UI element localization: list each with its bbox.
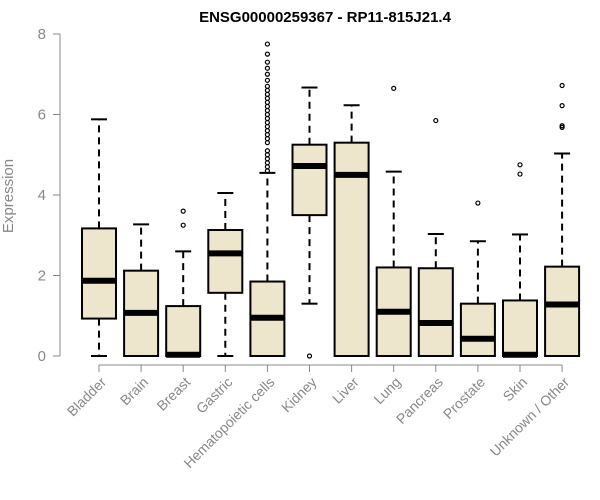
- outlier-point: [264, 103, 270, 110]
- x-tick-label: Bladder: [64, 374, 110, 420]
- iqr-box: [459, 302, 496, 357]
- outlier-point: [264, 152, 270, 158]
- outlier-point: [264, 71, 270, 77]
- outlier-point: [264, 107, 270, 114]
- outlier-point: [475, 200, 481, 206]
- y-tick-label: 8: [38, 26, 46, 43]
- iqr-box: [165, 305, 202, 357]
- box-group: [502, 162, 538, 358]
- outlier-point: [559, 103, 565, 109]
- outlier-point: [517, 162, 523, 168]
- x-tick-label: Skin: [500, 374, 531, 405]
- outlier-point: [264, 148, 270, 154]
- x-tick-label: Pancreas: [393, 374, 446, 427]
- iqr-box: [81, 227, 117, 320]
- outlier-point: [264, 119, 270, 126]
- box-group: [544, 82, 581, 357]
- outlier-point: [559, 82, 565, 89]
- outlier-point: [264, 160, 270, 166]
- box-group: [333, 104, 370, 357]
- iqr-box: [333, 141, 370, 357]
- box-group: [291, 86, 328, 359]
- x-tick-label: Liver: [329, 374, 362, 407]
- outlier-point: [264, 51, 270, 57]
- outlier-point: [264, 65, 270, 71]
- outlier-point: [180, 222, 186, 228]
- outlier-point: [264, 164, 270, 170]
- outlier-point: [391, 85, 397, 91]
- outlier-point: [264, 140, 270, 146]
- x-tick-label: Unknown / Other: [487, 374, 573, 460]
- iqr-box: [544, 265, 581, 357]
- x-tick-label: Kidney: [278, 374, 320, 416]
- outlier-point: [264, 123, 270, 130]
- y-axis-label: Expression: [0, 159, 17, 233]
- x-tick-label: Lung: [370, 374, 403, 407]
- outlier-point: [559, 123, 565, 129]
- x-tick-label: Breast: [153, 374, 193, 414]
- outlier-point: [264, 41, 270, 47]
- chart-title: ENSG00000259367 - RP11-815J21.4: [199, 9, 452, 26]
- outlier-point: [264, 115, 270, 122]
- outlier-point: [264, 156, 270, 162]
- iqr-box: [291, 143, 328, 217]
- outlier-point: [180, 208, 186, 214]
- iqr-box: [207, 229, 244, 294]
- y-tick-label: 6: [38, 107, 46, 124]
- boxes: [81, 41, 581, 359]
- box-group: [459, 200, 496, 357]
- x-tick-label: Prostate: [440, 374, 488, 422]
- outlier-point: [264, 132, 270, 138]
- iqr-box: [417, 267, 454, 358]
- outlier-point: [433, 117, 439, 124]
- outlier-point: [264, 87, 270, 93]
- x-tick-label: Brain: [117, 374, 151, 408]
- outlier-point: [264, 128, 270, 134]
- iqr-box: [502, 299, 538, 357]
- y-tick-label: 2: [38, 268, 46, 285]
- box-group: [81, 118, 117, 357]
- outlier-point: [264, 91, 270, 97]
- box-group: [417, 117, 454, 358]
- outlier-point: [264, 77, 270, 83]
- box-group: [123, 223, 160, 358]
- box-group: [249, 41, 286, 358]
- outlier-point: [264, 99, 270, 106]
- outlier-point: [264, 111, 270, 118]
- box-group: [165, 208, 202, 358]
- box-group: [207, 191, 244, 357]
- y-tick-label: 4: [38, 187, 46, 204]
- y-tick-label: 0: [38, 348, 46, 365]
- box-group: [375, 85, 412, 358]
- outlier-point: [306, 353, 313, 359]
- outlier-point: [264, 95, 270, 102]
- outlier-point: [264, 136, 270, 142]
- outlier-point: [264, 59, 270, 65]
- outlier-point: [517, 171, 523, 177]
- outlier-point: [264, 83, 270, 89]
